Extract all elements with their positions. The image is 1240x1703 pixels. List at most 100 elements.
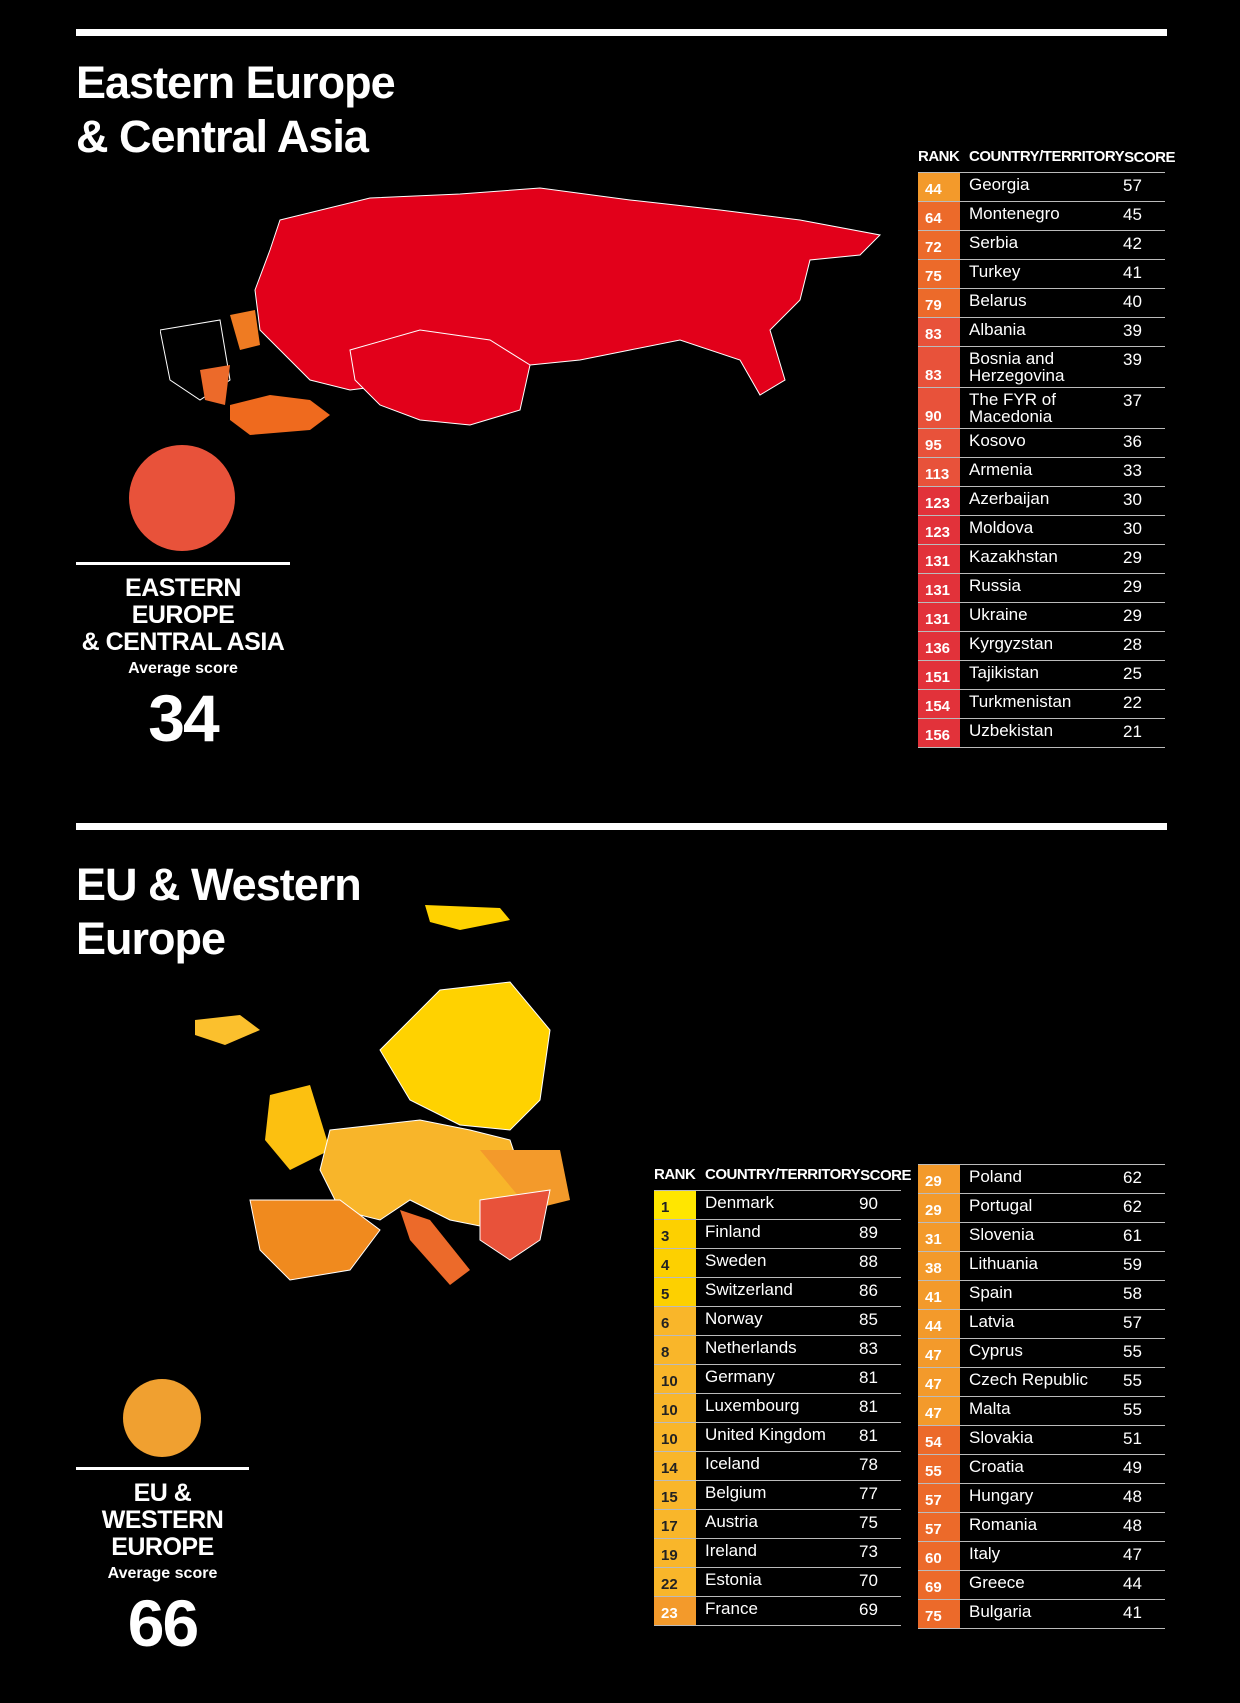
header-cell: RANK [918,147,960,165]
score-cell: 75 [859,1513,878,1532]
rank-cell: 123 [918,487,960,515]
table-row: 23 France 69 [654,1596,901,1626]
score-cell: 21 [1123,722,1142,741]
average-dot [123,1379,201,1457]
rank-cell: 15 [654,1481,696,1509]
country-cell: United Kingdom [705,1425,826,1444]
country-cell: Sweden [705,1251,767,1270]
score-cell: 86 [859,1281,878,1300]
table-row: 3 Finland 89 [654,1219,901,1248]
table-row: 10 Luxembourg 81 [654,1393,901,1422]
average-label: EU & WESTERN [101,1479,224,1534]
table-row: 156 Uzbekistan 21 [918,718,1165,748]
region-russia [254,187,882,396]
country-cell: Azerbaijan [969,489,1050,508]
table-row: 123 Azerbaijan 30 [918,486,1165,515]
header-cell: SCORE [860,1167,911,1184]
rank-cell: 69 [918,1571,960,1599]
table-row: 44 Latvia 57 [918,1309,1165,1338]
score-cell: 28 [1123,635,1142,654]
score-cell: 90 [859,1194,878,1213]
score-cell: 36 [1123,432,1142,451]
rank-cell: 6 [654,1307,696,1335]
country-cell: Ukraine [969,605,1028,624]
rank-cell: 75 [918,1600,960,1628]
table-row: 57 Hungary 48 [918,1483,1165,1512]
region-svalbard [425,905,510,930]
table-row: 123 Moldova 30 [918,515,1165,544]
score-cell: 42 [1123,234,1142,253]
rank-cell: 22 [654,1568,696,1596]
country-cell: Finland [705,1222,761,1241]
country-cell: Russia [969,576,1021,595]
score-cell: 33 [1123,461,1142,480]
country-cell: Spain [969,1283,1013,1302]
average-caption: Average score [107,1565,218,1582]
table-row: 83 Bosnia and Herzegovina 39 [918,346,1165,387]
score-cell: 89 [859,1223,878,1242]
score-cell: 41 [1123,263,1142,282]
country-cell: Albania [969,320,1026,339]
divider [76,29,1167,36]
map [160,187,882,435]
score-cell: 57 [1123,1313,1142,1332]
country-cell: Armenia [969,460,1033,479]
country-cell: Turkey [969,262,1021,281]
rank-cell: 57 [918,1513,960,1541]
country-cell: Serbia [969,233,1019,252]
rank-cell: 64 [918,202,960,230]
region-balkans [479,1189,551,1261]
rank-cell: 38 [918,1252,960,1280]
average-caption: Average score [128,660,238,677]
country-cell: Austria [705,1512,758,1531]
score-cell: 30 [1123,490,1142,509]
rank-cell: 47 [918,1339,960,1367]
table-row: 22 Estonia 70 [654,1567,901,1596]
country-cell: Turkmenistan [969,692,1072,711]
rank-cell: 123 [918,516,960,544]
region-iberia [249,1199,381,1281]
title-line: Eastern Europe [76,57,396,108]
title-line: EU & Western [76,859,362,910]
table-row: 1 Denmark 90 [654,1190,901,1219]
table-row: 5 Switzerland 86 [654,1277,901,1306]
rank-cell: 44 [918,1310,960,1338]
rank-cell: 31 [918,1223,960,1251]
table-row: 31 Slovenia 61 [918,1222,1165,1251]
score-cell: 30 [1123,519,1142,538]
score-table: RANK COUNTRY/TERRITORY SCORE 44 Georgia 57 64 M… [918,140,1175,748]
country-cell: Belgium [705,1483,767,1502]
average-value: 34 [148,681,219,755]
country-cell: Uzbekistan [969,721,1054,740]
header-cell: COUNTRY/TERRITORY [705,1165,861,1183]
rank-cell: 83 [918,347,960,387]
country-cell: Norway [705,1309,763,1328]
header-cell: COUNTRY/TERRITORY [969,147,1125,165]
rank-cell: 113 [918,458,960,486]
rank-cell: 10 [654,1365,696,1393]
table-row: 60 Italy 47 [918,1541,1165,1570]
score-cell: 83 [859,1339,878,1358]
region-belarus [230,310,260,350]
rule [76,562,290,565]
table-row: 95 Kosovo 36 [918,428,1165,457]
score-cell: 85 [859,1310,878,1329]
country-cell: Czech Republic [969,1370,1089,1389]
country-cell: Luxembourg [705,1396,800,1415]
rank-cell: 75 [918,260,960,288]
rank-cell: 151 [918,661,960,689]
table-row: 69 Greece 44 [918,1570,1165,1599]
rank-cell: 55 [918,1455,960,1483]
score-cell: 59 [1123,1255,1142,1274]
region-italy [400,1210,470,1285]
table-row: 72 Serbia 42 [918,230,1165,259]
country-cell: Moldova [969,518,1034,537]
score-cell: 25 [1123,664,1142,683]
rank-cell: 156 [918,719,960,747]
country-cell: Slovenia [969,1225,1035,1244]
rank-cell: 1 [654,1191,696,1219]
score-cell: 40 [1123,292,1142,311]
country-cell: Bulgaria [969,1602,1032,1621]
country-cell: Switzerland [705,1280,793,1299]
